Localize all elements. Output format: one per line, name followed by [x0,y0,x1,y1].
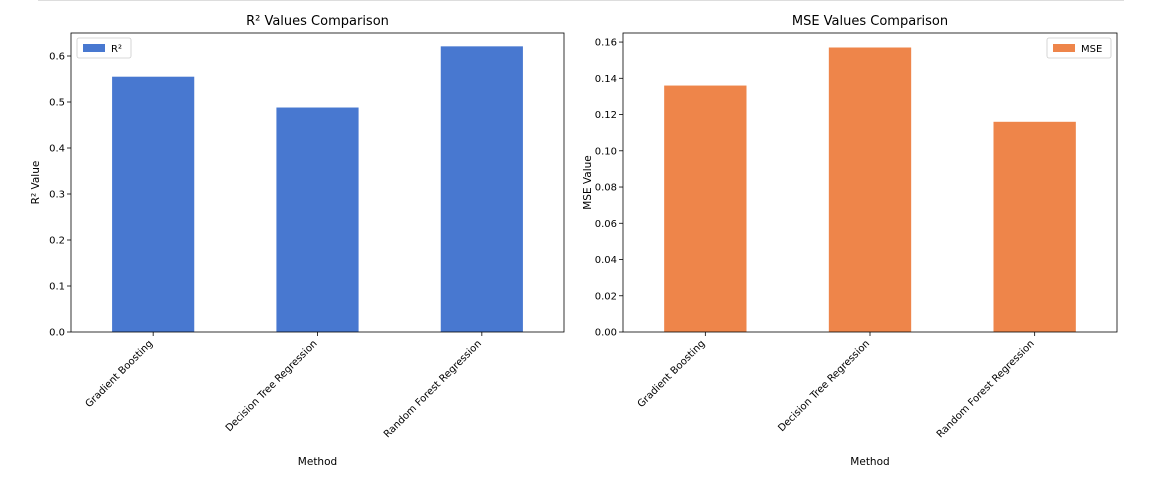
r2-ytick-label: 0.5 [49,98,65,109]
r2-ytick-label: 0.1 [49,282,65,293]
mse-ytick-label: 0.12 [595,110,617,121]
r2-legend-swatch [83,44,105,52]
mse-chart: 0.00 0.02 0.04 0.06 0.08 0.10 0.12 0.14 0.16 Grad… [582,14,1118,468]
mse-ytick-label: 0.16 [595,38,617,49]
mse-ytick-label: 0.00 [595,328,617,339]
mse-y-axis-label: MSE Value [582,155,594,210]
r2-bar-3 [440,46,523,333]
mse-ytick-label: 0.02 [595,291,617,302]
mse-ytick-label: 0.04 [595,255,617,266]
mse-chart-title: MSE Values Comparison [792,14,948,29]
r2-bar-2 [276,107,359,333]
mse-ytick-label: 0.14 [595,74,617,85]
r2-ytick-label: 0.3 [49,190,65,201]
r2-chart: 0.0 0.1 0.2 0.3 0.4 0.5 0.6 Gradient Boosting De… [30,14,565,468]
mse-bar-3 [993,121,1076,332]
mse-x-axis-label: Method [850,456,889,468]
mse-xtick-label: Decision Tree Regression [776,338,872,434]
mse-bar-2 [828,47,912,332]
mse-ytick-label: 0.10 [595,146,617,157]
r2-ytick-label: 0.2 [49,236,65,247]
r2-chart-title: R² Values Comparison [246,14,389,29]
mse-legend-box [1046,37,1112,59]
mse-ytick-label: 0.08 [595,183,617,194]
r2-y-axis-label: R² Value [30,161,42,205]
r2-bar-1 [112,76,195,332]
r2-xtick-label: Random Forest Regression [382,338,484,440]
mse-xtick-label: Gradient Boosting [636,338,708,410]
mse-ytick-label: 0.06 [595,219,617,230]
r2-xtick-label: Decision Tree Regression [224,338,320,434]
r2-x-axis-label: Method [298,456,337,468]
top-divider [38,0,1124,1]
r2-ytick-label: 0.0 [49,328,65,339]
mse-legend-label: MSE [1081,44,1102,55]
mse-legend: MSE [1046,37,1112,59]
mse-xtick-label: Random Forest Regression [935,338,1037,440]
r2-legend-label: R² [111,44,122,55]
mse-bar-1 [664,85,747,332]
r2-ytick-label: 0.4 [49,144,65,155]
r2-xtick-label: Gradient Boosting [84,338,156,410]
r2-ytick-label: 0.6 [49,52,65,63]
mse-legend-swatch [1053,44,1075,52]
r2-legend: R² [76,37,132,59]
